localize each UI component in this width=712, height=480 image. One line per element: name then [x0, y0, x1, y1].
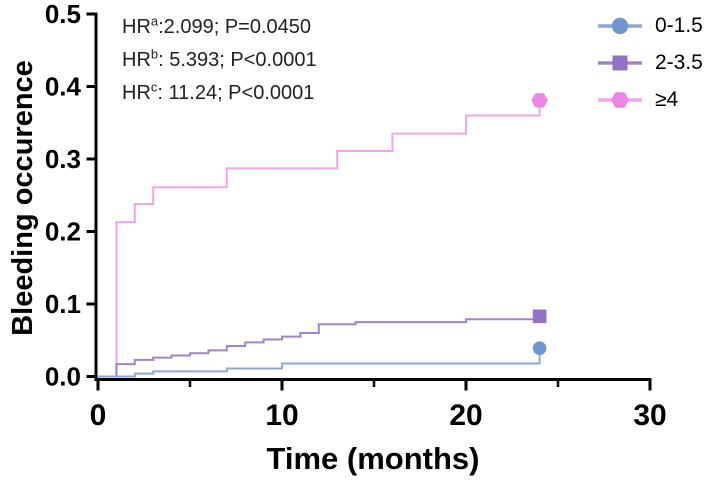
y-tick-label: 0.2 — [45, 217, 81, 247]
legend-circle-marker-icon — [611, 17, 629, 34]
legend-hexagon-marker-icon — [611, 91, 629, 108]
end-marker-circle-icon — [532, 341, 547, 356]
y-tick-label: 0.0 — [45, 362, 81, 392]
y-tick-label: 0.3 — [45, 144, 81, 174]
hr-annotation-b: HRb: 5.393; P<0.0001 — [122, 46, 317, 71]
legend-item-2-3-5: 2-3.5 — [597, 44, 703, 81]
curve-1 — [98, 316, 541, 378]
legend-label: 2-3.5 — [655, 50, 703, 74]
y-tick-label: 0.1 — [45, 289, 81, 319]
x-tick-label: 30 — [633, 399, 666, 432]
legend-swatch — [598, 55, 642, 70]
legend: 0-1.5 2-3.5 ≥4 — [597, 7, 703, 118]
legend-label: ≥4 — [655, 87, 679, 111]
y-tick-label: 0.4 — [45, 72, 82, 102]
y-tick-label: 0.5 — [45, 0, 81, 29]
hr-annotation-a: HRa:2.099; P=0.0450 — [122, 13, 312, 38]
legend-item-0-1-5: 0-1.5 — [597, 7, 703, 44]
y-axis-title: Bleeding occurence — [7, 60, 39, 336]
x-tick-label: 20 — [449, 399, 482, 432]
hr-annotation-c: HRc: 11.24; P<0.0001 — [122, 79, 315, 104]
hazard-ratio-annotations: HRa:2.099; P=0.0450 HRb: 5.393; P<0.0001… — [122, 11, 317, 110]
end-marker-square-icon — [532, 309, 547, 324]
legend-swatch — [598, 17, 642, 34]
x-axis-title: Time (months) — [266, 441, 480, 476]
legend-swatch — [598, 91, 642, 108]
x-tick-label: 0 — [90, 399, 107, 432]
legend-label: 0-1.5 — [655, 13, 703, 37]
end-marker-hexagon-icon — [531, 93, 548, 108]
legend-item-ge4: ≥4 — [597, 81, 703, 118]
x-tick-label: 10 — [265, 399, 298, 432]
curve-2 — [98, 100, 541, 378]
legend-square-marker-icon — [612, 55, 628, 70]
curve-0 — [98, 348, 541, 378]
